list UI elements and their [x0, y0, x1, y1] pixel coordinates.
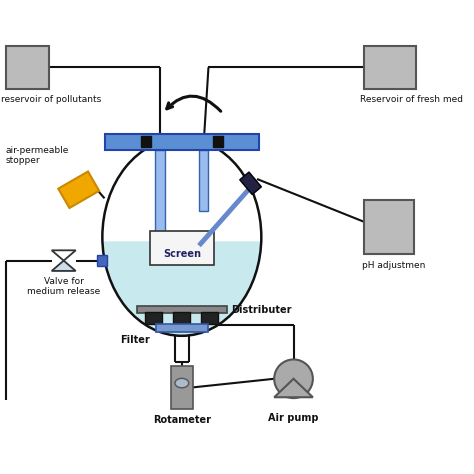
Text: Screen: Screen	[163, 249, 201, 259]
Text: reservoir of pollutants: reservoir of pollutants	[1, 95, 101, 104]
Text: Reservoir of fresh med: Reservoir of fresh med	[360, 95, 463, 104]
Bar	[171, 366, 193, 409]
Bar	[365, 46, 416, 89]
Polygon shape	[274, 379, 313, 397]
Bar	[213, 137, 223, 147]
Bar	[105, 134, 259, 150]
Bar	[141, 137, 151, 147]
Bar	[97, 255, 107, 266]
Bar	[201, 312, 219, 324]
Polygon shape	[52, 250, 76, 261]
Polygon shape	[58, 172, 99, 208]
Circle shape	[274, 359, 313, 398]
Bar	[150, 230, 214, 265]
Ellipse shape	[175, 378, 189, 388]
Bar	[146, 312, 163, 324]
Text: air-permeable
stopper: air-permeable stopper	[6, 146, 69, 165]
Text: pH adjustmen: pH adjustmen	[362, 261, 426, 270]
Text: Filter: Filter	[120, 335, 150, 345]
Text: Rotameter: Rotameter	[153, 415, 211, 425]
Bar	[365, 201, 414, 254]
Text: Air pump: Air pump	[268, 413, 319, 423]
Bar	[199, 150, 209, 211]
Text: Valve for
medium release: Valve for medium release	[27, 277, 100, 296]
Bar	[156, 324, 208, 332]
Bar	[173, 312, 191, 324]
Bar	[6, 46, 49, 89]
Bar	[137, 306, 227, 313]
Polygon shape	[102, 237, 261, 336]
Polygon shape	[240, 172, 261, 194]
Polygon shape	[52, 261, 76, 271]
Text: Distributer: Distributer	[231, 305, 292, 315]
Bar	[155, 150, 164, 246]
